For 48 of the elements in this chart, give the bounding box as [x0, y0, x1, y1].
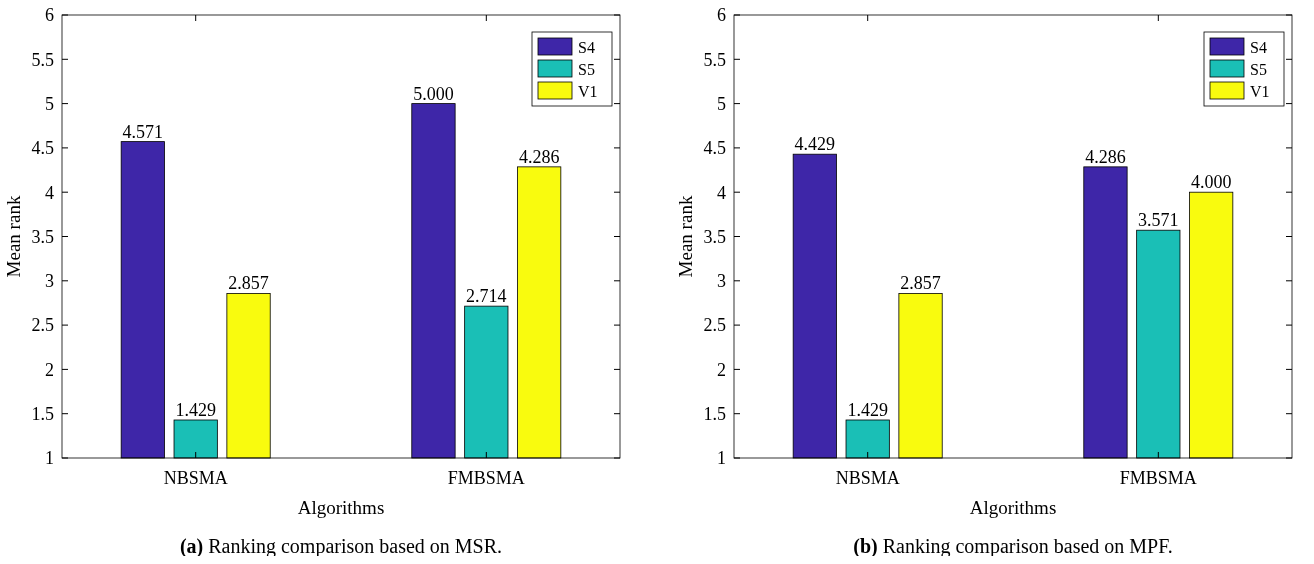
y-tick-label: 1 [717, 448, 726, 469]
y-tick-label: 4.5 [703, 138, 726, 159]
data-label: 4.000 [1190, 172, 1232, 193]
legend-label: V1 [578, 82, 598, 100]
y-tick-label: 5 [45, 93, 54, 114]
y-axis-title: Mean rank [3, 195, 24, 278]
y-tick-label: 2 [45, 359, 54, 380]
y-tick-label: 1 [45, 448, 54, 469]
legend-label: S4 [578, 38, 595, 56]
data-label: 2.857 [228, 273, 269, 294]
data-label: 4.571 [122, 121, 164, 142]
x-tick-label: FMBSMA [1119, 468, 1197, 488]
data-label: 1.429 [175, 399, 216, 420]
data-label: 4.429 [794, 134, 836, 155]
x-axis-title: Algorithms [969, 497, 1057, 518]
data-label: 4.286 [518, 146, 560, 167]
y-tick-label: 2.5 [31, 315, 54, 336]
y-tick-label: 1.5 [31, 404, 54, 424]
x-tick-label: NBSMA [835, 468, 900, 488]
legend-label: S5 [578, 60, 595, 78]
data-label: 4.286 [1085, 146, 1126, 167]
y-axis-title: Mean rank [675, 195, 696, 278]
y-tick-label: 5.5 [703, 49, 726, 70]
legend-label: V1 [1250, 82, 1270, 100]
data-label: 2.714 [466, 286, 507, 307]
y-tick-label: 3.5 [31, 226, 54, 247]
y-tick-label: 6 [717, 5, 726, 26]
y-tick-label: 2.5 [703, 315, 726, 336]
y-tick-label: 6 [45, 5, 54, 26]
y-tick-label: 5.5 [31, 49, 54, 70]
data-label: 5.000 [413, 83, 454, 104]
x-tick-label: NBSMA [163, 468, 228, 488]
y-tick-label: 5 [717, 93, 726, 114]
y-tick-label: 4 [717, 182, 726, 203]
legend-label: S5 [1250, 60, 1267, 78]
y-tick-label: 4 [45, 182, 54, 203]
legend-label: S4 [1250, 38, 1267, 56]
y-tick-label: 3 [45, 271, 54, 292]
data-label: 1.429 [847, 399, 888, 420]
data-label: 3.571 [1138, 210, 1179, 231]
y-tick-label: 1.5 [703, 404, 726, 424]
y-tick-label: 2 [717, 359, 726, 380]
y-tick-label: 3 [717, 271, 726, 292]
y-tick-label: 3.5 [703, 226, 726, 247]
y-tick-label: 4.5 [31, 138, 54, 159]
x-axis-title: Algorithms [297, 497, 385, 518]
data-label: 2.857 [900, 273, 941, 294]
x-tick-label: FMBSMA [447, 468, 525, 488]
